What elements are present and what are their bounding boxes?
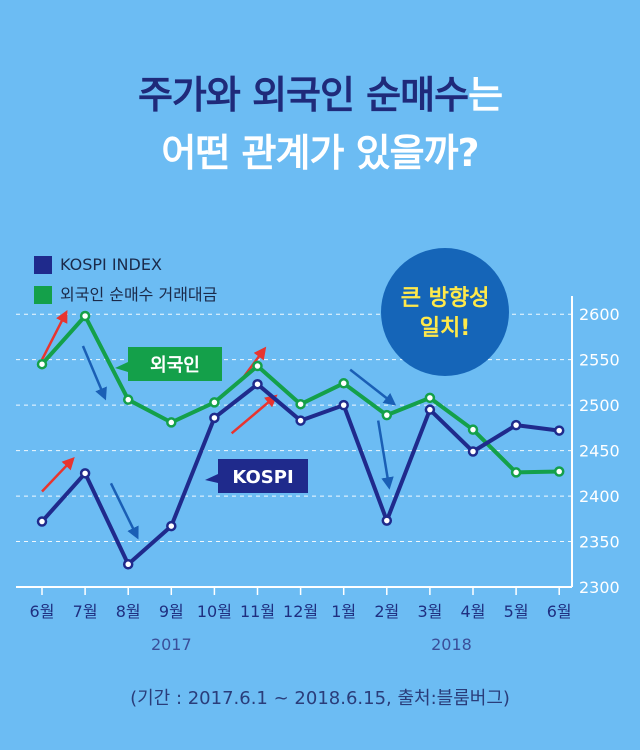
legend-item-kospi: KOSPI INDEX [34, 250, 217, 280]
badge-circle [381, 248, 509, 376]
data-point-kospi [252, 378, 263, 390]
trend-arrow-blue [81, 345, 107, 401]
trend-arrow-blue [349, 368, 397, 406]
data-point-kospi [467, 446, 479, 457]
legend-swatch-foreign [34, 286, 52, 304]
x-tick-label: 9월 [159, 602, 184, 621]
x-tick-label: 2월 [374, 602, 399, 621]
legend-swatch-kospi [34, 256, 52, 274]
legend: KOSPI INDEX 외국인 순매수 거래대금 [34, 250, 217, 310]
data-point-foreign [338, 378, 349, 389]
callout-kospi: KOSPI [205, 459, 308, 493]
x-tick-label: 6월 [30, 602, 55, 621]
callout-kospi-label: KOSPI [232, 467, 293, 488]
data-point-foreign [553, 466, 565, 477]
trend-arrow-red [40, 309, 68, 361]
data-point-foreign [295, 398, 306, 410]
year-label: 2018 [431, 635, 472, 654]
x-tick-label: 3월 [417, 602, 442, 621]
data-point-kospi [122, 559, 134, 570]
title-line2: 어떤 관계가 있을까? [161, 131, 479, 175]
x-tick-label: 5월 [504, 602, 529, 621]
trend-arrow-red [41, 456, 75, 493]
badge: 큰 방향성 일치! [381, 248, 509, 376]
data-point-kospi [36, 516, 48, 527]
data-point-foreign [79, 310, 91, 322]
badge-line2: 일치! [420, 316, 471, 341]
callout-foreign-label: 외국인 [150, 355, 200, 376]
x-tick-label: 11월 [240, 602, 275, 621]
data-point-kospi [338, 399, 349, 411]
badge-line1: 큰 방향성 [401, 286, 490, 311]
x-tick-label: 7월 [73, 602, 98, 621]
x-tick-label: 1월 [331, 602, 356, 621]
y-tick-label: 2600 [579, 305, 620, 324]
x-tick-label: 10월 [197, 602, 232, 621]
data-point-kospi [79, 468, 91, 479]
y-tick-label: 2450 [579, 442, 620, 461]
data-point-foreign [36, 358, 48, 370]
data-point-foreign [209, 397, 220, 408]
year-label: 2017 [151, 635, 192, 654]
x-tick-label: 12월 [283, 602, 318, 621]
y-tick-label: 2300 [579, 578, 620, 597]
y-tick-label: 2350 [579, 533, 620, 552]
data-point-kospi [510, 419, 522, 431]
data-point-kospi [166, 520, 177, 532]
legend-label-kospi: KOSPI INDEX [60, 255, 162, 274]
series-lines [36, 310, 565, 570]
data-point-kospi [553, 425, 565, 436]
legend-item-foreign: 외국인 순매수 거래대금 [34, 280, 217, 310]
data-point-kospi [209, 412, 220, 424]
y-tick-label: 2400 [579, 487, 620, 506]
y-tick-label: 2550 [579, 351, 620, 370]
x-tick-label: 6월 [547, 602, 572, 621]
data-point-foreign [510, 467, 522, 478]
data-point-foreign [424, 392, 436, 404]
data-point-foreign [166, 417, 177, 428]
x-tick-label: 4월 [461, 602, 486, 621]
trend-arrow-red [230, 394, 278, 435]
data-point-foreign [381, 409, 393, 421]
data-point-foreign [122, 394, 134, 405]
legend-label-foreign: 외국인 순매수 거래대금 [60, 285, 218, 304]
callout-foreign-box [115, 347, 222, 381]
data-point-kospi [381, 515, 393, 526]
x-tick-label: 8월 [116, 602, 141, 621]
chart-title: 주가와 외국인 순매수는 어떤 관계가 있을까? [0, 66, 640, 182]
data-point-kospi [424, 404, 436, 415]
callout-foreign: 외국인 [115, 347, 222, 381]
trend-arrow-blue [109, 482, 139, 540]
data-point-foreign [252, 360, 263, 372]
title-line1-dark: 주가와 외국인 순매수 [137, 73, 469, 117]
trend-arrows [40, 309, 397, 540]
trend-arrow-blue [376, 420, 394, 490]
data-point-foreign [467, 424, 479, 435]
y-tick-label: 2500 [579, 396, 620, 415]
source-note: (기간 : 2017.6.1 ~ 2018.6.15, 출처:블룸버그) [130, 688, 510, 709]
title-line1-light: 는 [468, 73, 503, 117]
axes: 2300 2350 2400 2450 2500 2550 2600 6월 7월 8월 9월 10월 1… [16, 296, 620, 654]
callout-kospi-box [205, 459, 308, 493]
data-point-kospi [295, 415, 306, 426]
